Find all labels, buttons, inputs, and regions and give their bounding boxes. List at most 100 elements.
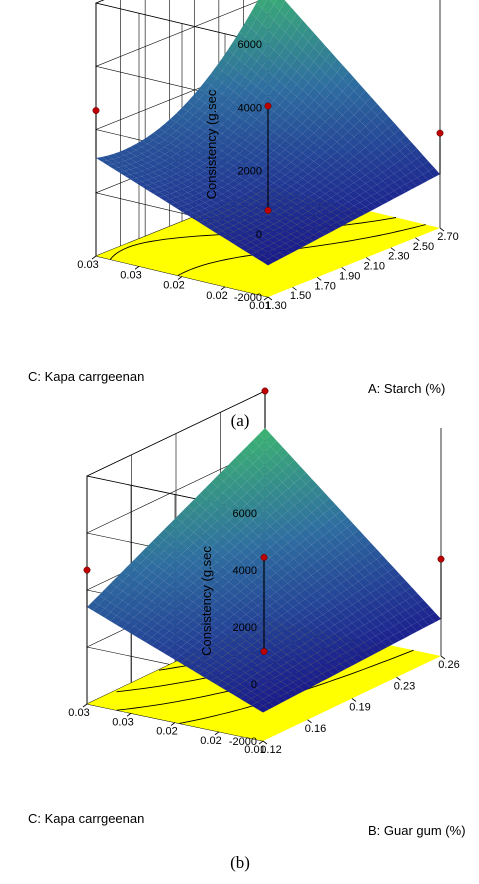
surface-cell xyxy=(394,170,406,179)
surface-cell xyxy=(382,561,395,572)
surface-cell xyxy=(358,642,370,652)
surface-cell xyxy=(276,493,289,505)
surface-cell xyxy=(316,632,329,641)
surface-cell xyxy=(205,536,218,548)
surface-cell xyxy=(193,615,205,625)
surface-cell xyxy=(275,597,288,607)
surface-cell xyxy=(411,177,423,187)
surface-cell xyxy=(136,147,148,154)
design-points xyxy=(92,102,444,214)
surface-cell xyxy=(227,165,240,174)
surface-cell xyxy=(399,600,412,611)
surface-cell xyxy=(205,577,217,587)
surface-cell xyxy=(298,651,311,660)
surface-cell xyxy=(134,593,146,603)
surface-cell xyxy=(164,150,177,158)
surface-cell xyxy=(140,567,153,578)
surface-cell xyxy=(359,90,372,104)
surface-cell xyxy=(354,97,366,110)
surface-cell xyxy=(193,216,205,223)
surface-cell xyxy=(302,41,314,56)
surface-cell xyxy=(175,554,188,565)
surface-cell xyxy=(104,602,117,612)
surface-cell xyxy=(325,218,337,226)
tick-labels: 6000400020000-20001.301.501.701.902.102.… xyxy=(77,39,458,312)
surface-cell xyxy=(340,569,353,580)
surface-cell xyxy=(352,654,364,663)
surface-cell xyxy=(335,543,347,554)
surface-cell xyxy=(263,665,276,674)
surface-cell xyxy=(393,604,406,614)
surface-cell xyxy=(290,44,303,59)
surface-cell xyxy=(276,547,288,559)
surface-cell xyxy=(130,162,142,168)
x-tick-mark xyxy=(396,676,401,681)
surface-cell xyxy=(233,216,246,223)
surface-cell xyxy=(227,219,240,226)
surface-cell xyxy=(130,150,142,157)
surface-cell xyxy=(205,504,218,516)
surface-cell xyxy=(285,23,297,39)
surface-cell xyxy=(273,221,286,228)
x-tick-label: 0.16 xyxy=(305,723,326,735)
surface-cell xyxy=(176,134,188,143)
surface-cell xyxy=(304,656,317,665)
surface-cell xyxy=(141,179,154,186)
surface-cell xyxy=(269,610,282,620)
surface-cell xyxy=(263,702,275,710)
surface-cell xyxy=(411,603,424,613)
surface-cell xyxy=(239,207,251,214)
surface-cell xyxy=(176,117,188,126)
surface-cell xyxy=(222,118,234,129)
surface-cell xyxy=(257,677,270,685)
surface-cell xyxy=(234,561,247,572)
surface-cell xyxy=(227,132,240,142)
z-tick-label: -2000 xyxy=(229,736,257,748)
surface-cell xyxy=(187,629,199,638)
surface-cell xyxy=(359,157,372,167)
surface-cell xyxy=(217,546,229,558)
surface-cell xyxy=(302,197,314,205)
surface-cell xyxy=(216,218,228,225)
surface-cell xyxy=(365,162,377,172)
surface-cell xyxy=(352,529,365,541)
surface-cell xyxy=(273,154,286,163)
x-tick-label: 2.10 xyxy=(364,261,385,273)
surface-cell xyxy=(311,485,324,497)
surface-cell xyxy=(269,592,282,602)
surface-cell xyxy=(311,609,323,619)
surface-cell xyxy=(193,187,205,194)
surface-cell xyxy=(239,200,251,208)
surface-cell xyxy=(245,248,257,255)
surface-cell xyxy=(175,655,187,664)
surface-cell xyxy=(211,531,224,542)
surface-cell xyxy=(153,169,165,176)
surface-cell xyxy=(308,161,320,170)
surface-cell xyxy=(193,577,206,588)
surface-cell xyxy=(273,227,286,234)
surface-cell xyxy=(358,625,370,634)
surface-cell xyxy=(365,132,377,143)
surface-cell xyxy=(239,140,251,149)
surface-cell xyxy=(241,469,253,482)
surface-cell xyxy=(222,190,234,198)
surface-cell xyxy=(210,227,223,234)
surface-cell xyxy=(110,577,123,588)
surface-cell xyxy=(288,471,301,484)
surface-cell xyxy=(193,526,206,538)
surface-cell xyxy=(159,195,171,201)
surface-cell xyxy=(411,612,424,623)
y-tick-mark xyxy=(220,286,226,291)
surface-cell xyxy=(319,142,332,152)
surface-cell xyxy=(245,104,257,116)
surface-cell xyxy=(169,626,182,635)
surface-cell xyxy=(296,227,309,235)
surface-cell xyxy=(393,594,406,604)
surface-cell xyxy=(299,634,311,644)
surface-cell xyxy=(263,605,276,615)
surface-cell xyxy=(233,117,246,127)
x-tick-label: 0.26 xyxy=(438,659,459,671)
surface-cell xyxy=(147,147,160,154)
surface-cell xyxy=(276,505,289,516)
surface-cell xyxy=(285,66,297,80)
